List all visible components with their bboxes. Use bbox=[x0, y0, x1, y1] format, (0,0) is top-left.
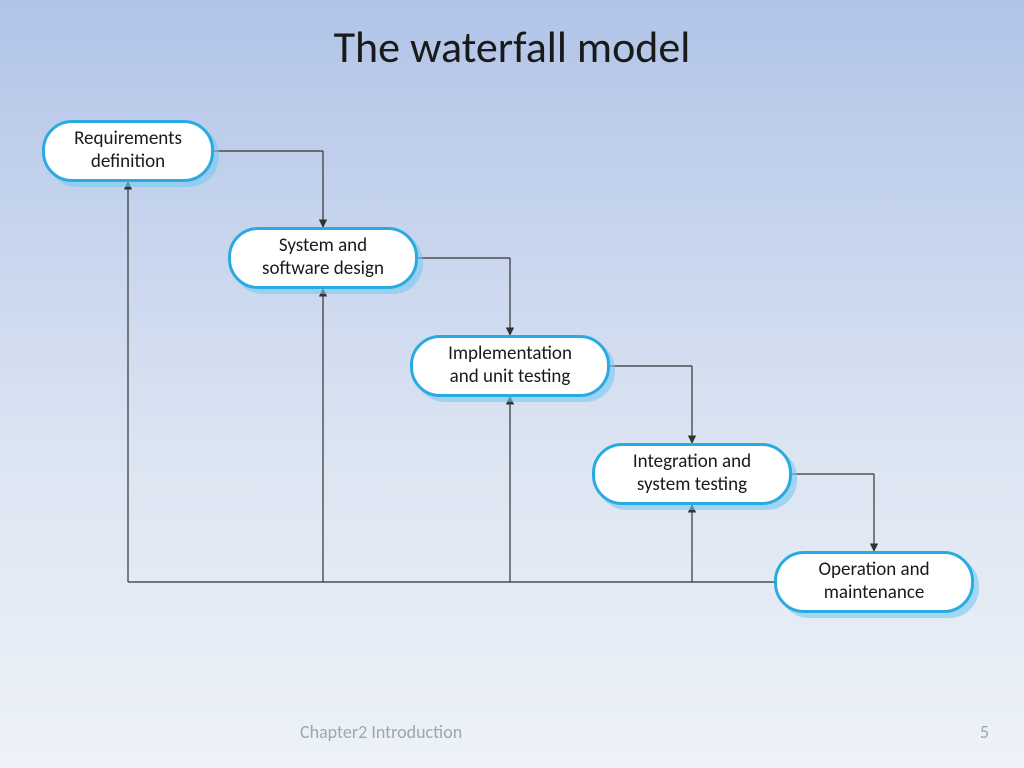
slide-title: The waterfall model bbox=[0, 20, 1024, 74]
footer-page-number: 5 bbox=[980, 721, 989, 743]
flowchart-node-n4: Integration andsystem testing bbox=[592, 443, 792, 505]
flowchart-node-n2: System andsoftware design bbox=[228, 227, 418, 289]
flowchart-node-n5: Operation andmaintenance bbox=[774, 551, 974, 613]
footer-chapter: Chapter2 Introduction bbox=[300, 721, 462, 743]
flowchart-node-n1: Requirementsdefinition bbox=[42, 120, 214, 182]
flowchart-node-n3: Implementationand unit testing bbox=[410, 335, 610, 397]
